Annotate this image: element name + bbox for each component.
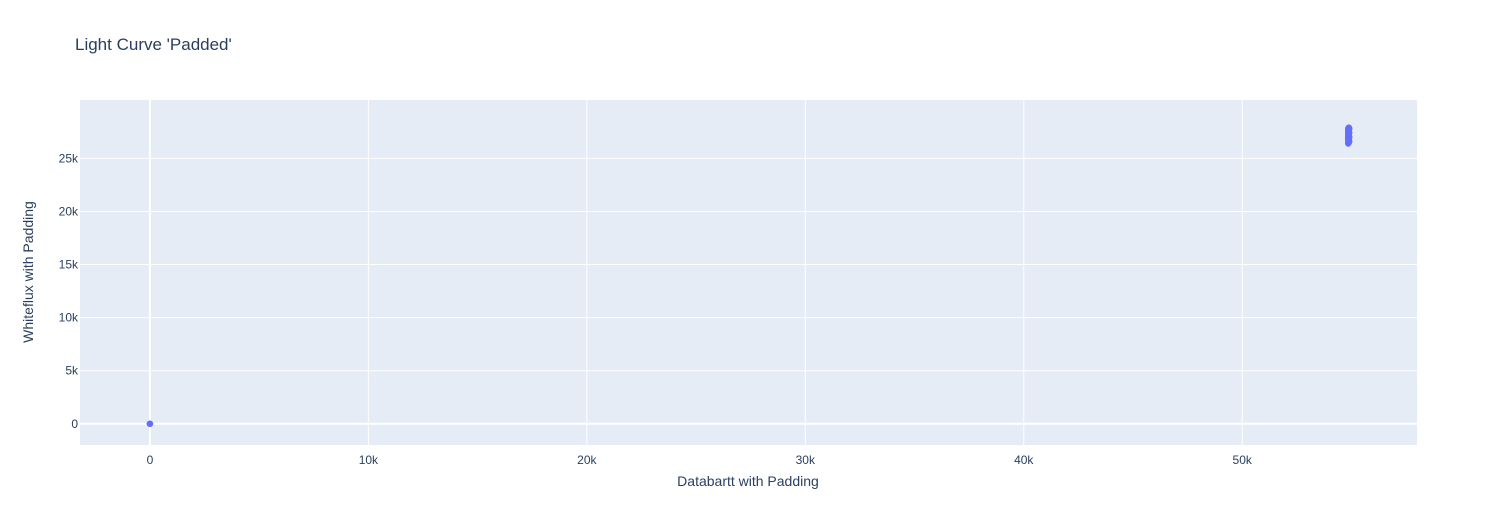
x-axis-title: Databartt with Padding <box>677 473 819 489</box>
plot-area <box>80 100 1417 445</box>
tick-labels: 0 10k 20k 30k 40k 50k 0 5k 10k 15k 20k 25k <box>59 151 1253 467</box>
x-tick-label: 0 <box>147 453 154 467</box>
y-axis-title: Whiteflux with Padding <box>20 201 36 343</box>
data-point <box>146 420 154 427</box>
chart-title: Light Curve 'Padded' <box>75 35 232 54</box>
y-tick-label: 20k <box>59 204 79 218</box>
scatter-series <box>146 124 1353 427</box>
y-tick-label: 25k <box>59 151 79 165</box>
x-tick-label: 40k <box>1014 453 1034 467</box>
y-tick-label: 0 <box>71 417 78 431</box>
x-tick-label: 20k <box>577 453 597 467</box>
x-tick-label: 30k <box>796 453 816 467</box>
y-tick-label: 5k <box>65 364 79 378</box>
grid <box>80 100 1417 445</box>
x-tick-label: 10k <box>359 453 379 467</box>
x-tick-label: 50k <box>1233 453 1253 467</box>
y-tick-label: 15k <box>59 258 79 272</box>
y-tick-label: 10k <box>59 311 79 325</box>
data-point <box>1346 125 1353 132</box>
